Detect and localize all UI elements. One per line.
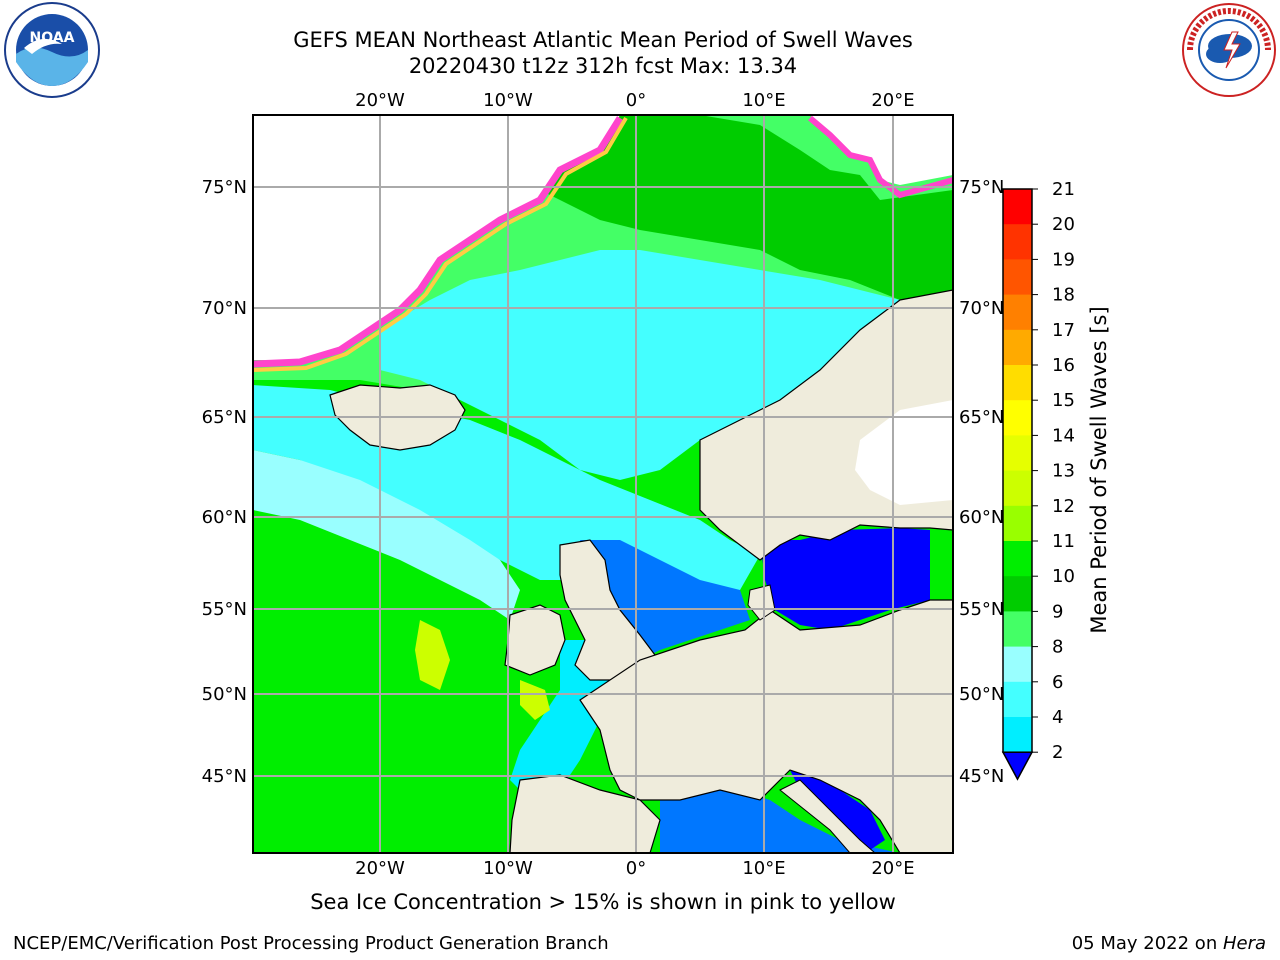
lat-label-right: 75°N xyxy=(959,177,1004,198)
lat-label-left: 45°N xyxy=(202,766,247,787)
lon-label-bottom: 10°E xyxy=(742,858,785,879)
ice-edge-pink xyxy=(253,116,623,368)
lat-labels-right: 75°N 70°N 65°N 60°N 55°N 50°N 45°N xyxy=(959,177,1004,787)
lat-label-left: 70°N xyxy=(202,298,247,319)
colorbar-segment xyxy=(1003,435,1032,472)
colorbar-segment xyxy=(1003,505,1032,542)
land-italy xyxy=(779,779,876,853)
colorbar-segment xyxy=(1003,189,1032,225)
colorbar-segment xyxy=(1003,470,1032,507)
colorbar-label: Mean Period of Swell Waves [s] xyxy=(1087,306,1111,633)
footer-left: NCEP/EMC/Verification Post Processing Pr… xyxy=(13,933,609,954)
swell-field-12-13-b xyxy=(520,680,550,720)
footer-host: Hera xyxy=(1222,933,1266,954)
colorbar-tick-label: 12 xyxy=(1052,496,1075,517)
lon-label-top: 10°E xyxy=(742,90,785,111)
land-denmark xyxy=(747,584,776,621)
colorbar-tick-label: 2 xyxy=(1052,742,1063,763)
lat-label-right: 65°N xyxy=(959,407,1004,428)
colorbar-segment xyxy=(1003,681,1032,718)
sea-ice-svalbard xyxy=(810,115,953,185)
nws-logo-icon xyxy=(1182,3,1276,97)
lon-label-bottom: 20°E xyxy=(871,858,914,879)
swell-field-adriatic xyxy=(790,770,885,850)
colorbar-segment xyxy=(1003,717,1032,753)
lon-label-top: 0° xyxy=(626,90,646,111)
colorbar-tick-label: 9 xyxy=(1052,601,1063,622)
lon-label-top: 10°W xyxy=(483,90,533,111)
sea-ice-greenland xyxy=(253,115,620,360)
colorbar-segment xyxy=(1003,400,1032,436)
colorbar-ticks: 21 20 19 18 17 16 15 14 13 12 11 10 9 8 6 4 2 xyxy=(1032,179,1075,763)
colorbar xyxy=(1001,188,1034,781)
noaa-logo-icon: NOAA xyxy=(4,2,100,98)
lon-label-top: 20°E xyxy=(871,90,914,111)
colorbar-extension xyxy=(1001,751,1034,781)
lon-labels-top: 20°W 10°W 0° 10°E 20°E xyxy=(355,90,914,111)
swell-field-8-9 xyxy=(253,450,520,620)
lat-label-left: 75°N xyxy=(202,177,247,198)
land-iberia xyxy=(509,774,661,853)
lat-label-left: 55°N xyxy=(202,599,247,620)
colorbar-tick-label: 13 xyxy=(1052,461,1075,482)
lon-label-top: 20°W xyxy=(355,90,405,111)
colorbar-tick-label: 21 xyxy=(1052,179,1075,200)
chart-subtitle: 20220430 t12z 312h fcst Max: 13.34 xyxy=(408,54,798,78)
colorbar-tick-label: 17 xyxy=(1052,320,1075,341)
swell-field-mediterranean xyxy=(660,790,900,853)
sea-ice-note: Sea Ice Concentration > 15% is shown in … xyxy=(310,890,896,914)
lat-label-left: 65°N xyxy=(202,407,247,428)
lon-labels-bottom: 20°W 10°W 0° 10°E 20°E xyxy=(355,858,914,879)
colorbar-segment xyxy=(1003,224,1032,260)
lat-label-left: 60°N xyxy=(202,507,247,528)
lat-label-right: 50°N xyxy=(959,684,1004,705)
colorbar-segment xyxy=(1003,259,1032,296)
colorbar-tick-label: 15 xyxy=(1052,390,1075,411)
colorbar-tick-label: 18 xyxy=(1052,285,1075,306)
colorbar-segment xyxy=(1003,329,1032,366)
colorbar-tick-label: 14 xyxy=(1052,425,1075,446)
colorbar-tick-label: 8 xyxy=(1052,637,1063,658)
footer-right: 05 May 2022 on Hera xyxy=(1072,933,1266,954)
lat-labels-left: 75°N 70°N 65°N 60°N 55°N 50°N 45°N xyxy=(202,177,247,787)
colorbar-segment xyxy=(1003,646,1032,683)
ice-edge-yellow xyxy=(253,116,628,372)
colorbar-segment xyxy=(1003,365,1032,401)
lat-label-right: 60°N xyxy=(959,507,1004,528)
footer-date: 05 May 2022 on xyxy=(1071,933,1223,954)
ice-edge-svalbard xyxy=(808,115,953,199)
swell-field-baltic xyxy=(760,528,930,630)
lat-label-right: 45°N xyxy=(959,766,1004,787)
swell-field-12-13 xyxy=(415,620,450,690)
lat-label-right: 55°N xyxy=(959,599,1004,620)
colorbar-segment xyxy=(1003,294,1032,331)
colorbar-tick-label: 10 xyxy=(1052,566,1075,587)
swell-field-north-green xyxy=(520,115,953,300)
lat-label-right: 70°N xyxy=(959,298,1004,319)
lat-label-left: 50°N xyxy=(202,684,247,705)
colorbar-tick-label: 20 xyxy=(1052,214,1075,235)
chart-title: GEFS MEAN Northeast Atlantic Mean Period… xyxy=(293,28,913,52)
lon-label-bottom: 0° xyxy=(626,858,646,879)
colorbar-segment xyxy=(1003,541,1032,577)
colorbar-tick-label: 19 xyxy=(1052,249,1075,270)
colorbar-tick-label: 6 xyxy=(1052,672,1063,693)
land-gulf-bothnia-ice xyxy=(855,400,953,505)
colorbar-segment xyxy=(1003,611,1032,648)
map-panel xyxy=(253,115,953,853)
graticule xyxy=(253,115,953,853)
colorbar-tick-label: 11 xyxy=(1052,531,1075,552)
noaa-logo-text: NOAA xyxy=(30,30,75,46)
map-frame xyxy=(252,114,954,854)
lon-label-bottom: 20°W xyxy=(355,858,405,879)
colorbar-tick-label: 16 xyxy=(1052,355,1075,376)
colorbar-segment xyxy=(1003,576,1032,612)
colorbar-tick-label: 4 xyxy=(1052,707,1063,728)
lon-label-bottom: 10°W xyxy=(483,858,533,879)
